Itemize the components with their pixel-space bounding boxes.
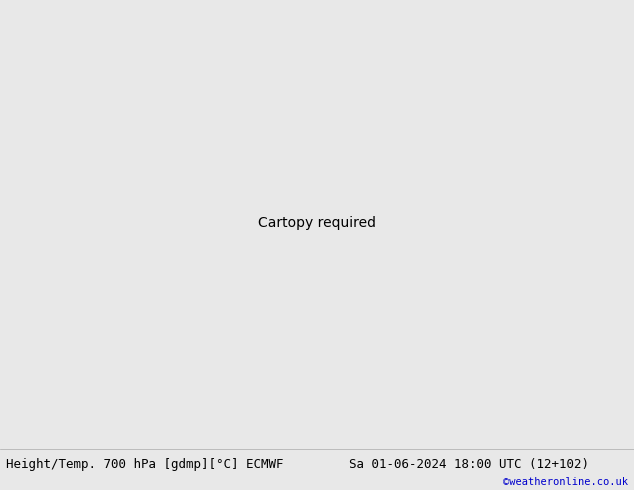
Polygon shape	[0, 448, 634, 490]
Text: Sa 01-06-2024 18:00 UTC (12+102): Sa 01-06-2024 18:00 UTC (12+102)	[349, 458, 589, 471]
Text: Cartopy required: Cartopy required	[258, 216, 376, 230]
Text: Height/Temp. 700 hPa [gdmp][°C] ECMWF: Height/Temp. 700 hPa [gdmp][°C] ECMWF	[6, 458, 284, 471]
Text: ©weatheronline.co.uk: ©weatheronline.co.uk	[503, 477, 628, 487]
